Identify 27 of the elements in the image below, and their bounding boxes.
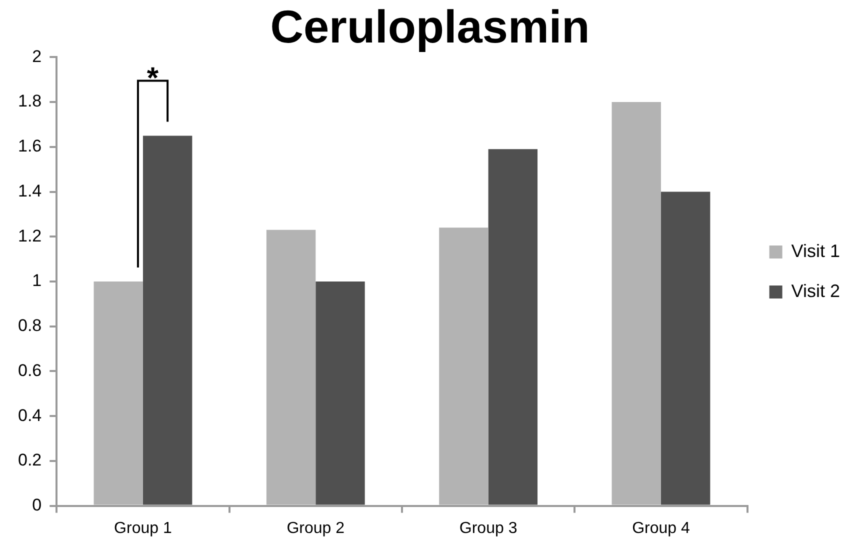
y-tick-label: 0.4 <box>18 406 42 425</box>
bar <box>94 282 143 505</box>
annotation: * <box>146 62 159 95</box>
legend-label: Visit 2 <box>791 280 840 301</box>
y-tick-label: 0.8 <box>18 316 42 336</box>
y-tick-label: 0.6 <box>18 360 42 380</box>
y-tick-label: 1.2 <box>18 226 42 246</box>
y-tick-label: 0.2 <box>18 450 42 470</box>
x-tick-label: Group 1 <box>114 520 172 537</box>
legend-label: Visit 1 <box>791 240 840 261</box>
bar <box>439 228 488 505</box>
y-tick-label: 1.8 <box>18 92 42 111</box>
bar <box>266 230 316 505</box>
x-tick-label: Group 3 <box>459 520 518 537</box>
bar <box>316 282 365 505</box>
y-tick-label: 1 <box>32 271 42 290</box>
bar <box>142 136 192 505</box>
bar <box>488 149 538 505</box>
chart-title: Ceruloplasmin <box>270 0 590 52</box>
y-tick-label: 0 <box>32 495 42 514</box>
y-tick-label: 1.6 <box>18 136 42 156</box>
bar <box>660 192 710 505</box>
x-tick-label: Group 4 <box>632 520 690 537</box>
y-tick-label: 2 <box>32 46 42 66</box>
bar <box>612 102 661 505</box>
x-tick-label: Group 2 <box>286 520 345 537</box>
y-tick-label: 1.4 <box>18 181 42 200</box>
